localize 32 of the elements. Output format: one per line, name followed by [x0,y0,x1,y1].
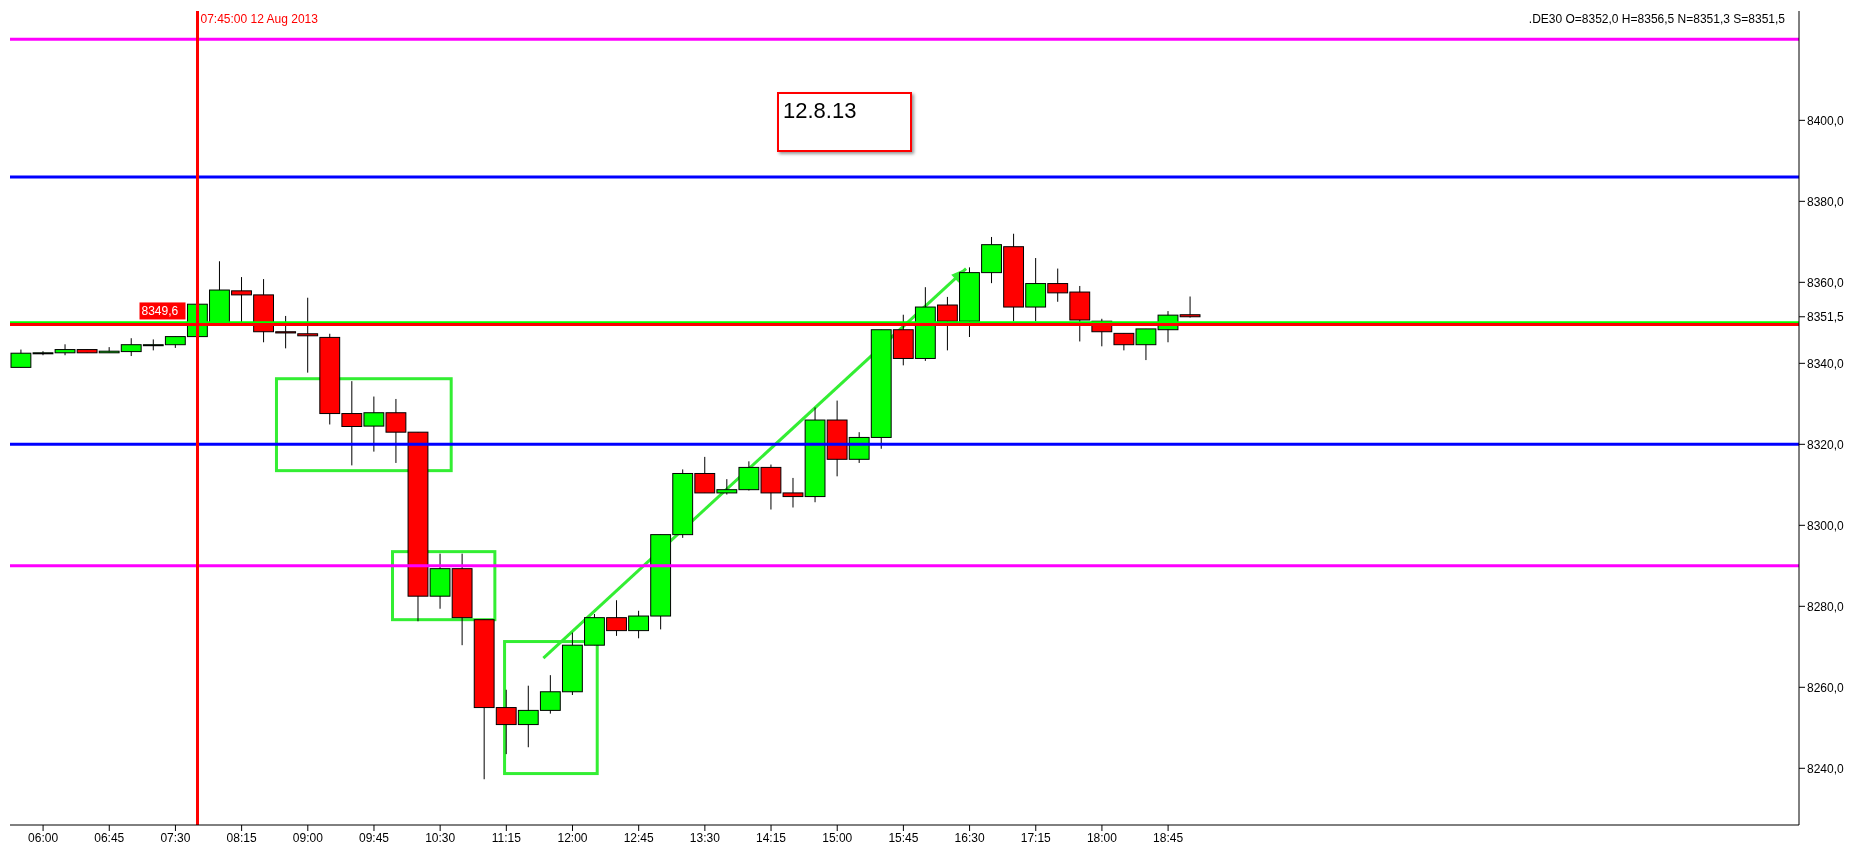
x-tick-label: 07:30 [160,830,191,845]
ref-line-label: 8349,6 [141,304,179,319]
y-tick-label: 8351,5 [1807,310,1845,325]
y-tick-label: 8380,0 [1807,194,1845,209]
x-tick-label: 15:00 [822,830,853,845]
y-tick-label: 8240,0 [1807,761,1845,776]
x-tick-label: 06:00 [28,830,59,845]
y-tick-label: 8260,0 [1807,680,1845,695]
x-tick-label: 08:15 [226,830,257,845]
y-tick-label: 8280,0 [1807,599,1845,614]
x-tick-label: 18:45 [1153,830,1184,845]
x-tick-label: 12:45 [623,830,655,845]
x-tick-label: 09:00 [292,830,324,845]
x-tick-label: 09:45 [358,830,390,845]
y-tick-label: 8360,0 [1807,275,1845,290]
x-tick-label: 13:30 [689,830,721,845]
y-tick-label: 8340,0 [1807,356,1845,371]
x-tick-label: 16:30 [954,830,985,845]
x-tick-label: 17:15 [1020,830,1052,845]
annotation: .DE30 O=8352,0 H=8356,5 N=8351,3 S=8351,5 [1528,12,1785,26]
annotation: 12.8.13 [777,92,912,152]
x-tick-label: 18:00 [1086,830,1118,845]
x-tick-label: 12:00 [557,830,588,845]
x-tick-label: 14:15 [756,830,787,845]
x-tick-label: 15:45 [888,830,919,845]
ref-line-label: 07:45:00 12 Aug 2013 [200,12,319,26]
y-tick-label: 8300,0 [1807,518,1845,533]
x-tick-label: 06:45 [94,830,125,845]
y-tick-label: 8320,0 [1807,437,1845,452]
y-tick-label: 8400,0 [1807,113,1845,128]
x-tick-label: 11:15 [491,830,522,845]
x-tick-label: 10:30 [425,830,456,845]
